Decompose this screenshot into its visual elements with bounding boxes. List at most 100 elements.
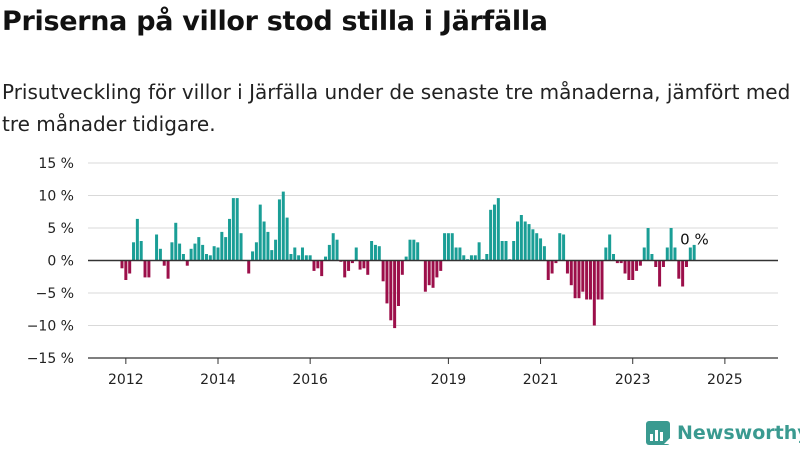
bar	[516, 221, 520, 261]
x-tick-label: 2025	[707, 372, 743, 388]
bar	[124, 260, 128, 280]
bar	[262, 221, 266, 261]
newsworthy-logo-icon	[646, 421, 670, 445]
bar	[181, 254, 185, 261]
bar	[500, 241, 504, 261]
bar	[684, 260, 688, 267]
bar	[358, 260, 362, 270]
bar	[450, 233, 454, 261]
bar	[592, 260, 596, 326]
bar	[335, 239, 339, 261]
bar	[546, 260, 550, 280]
bar	[535, 233, 539, 261]
bar	[285, 217, 289, 261]
bar	[139, 241, 143, 261]
bar	[577, 260, 581, 299]
x-tick-label: 2014	[200, 372, 236, 388]
bar	[312, 260, 316, 271]
bar	[120, 260, 124, 269]
bar	[608, 234, 612, 261]
bar	[212, 246, 216, 261]
bar	[216, 247, 220, 261]
bar	[562, 234, 566, 261]
bar	[277, 199, 281, 261]
bar	[147, 260, 151, 278]
chart-subtitle: Prisutveckling för villor i Järfälla und…	[2, 80, 791, 136]
bar	[347, 260, 351, 271]
bar	[454, 247, 458, 261]
bar	[446, 233, 450, 261]
bar	[170, 242, 174, 261]
bar-chart: 15 %10 %5 %0 %−5 %−10 %−15 % 2012 2014 201…	[27, 156, 778, 388]
bar	[588, 260, 592, 300]
bar	[404, 256, 408, 261]
bar	[581, 260, 585, 292]
bar	[677, 260, 681, 279]
bar	[642, 247, 646, 261]
bar	[539, 238, 543, 261]
bar	[443, 233, 447, 261]
bar	[531, 229, 535, 261]
bar	[393, 260, 397, 329]
bar	[377, 246, 381, 261]
bar	[485, 254, 489, 261]
bar	[343, 260, 347, 278]
bar	[554, 260, 558, 264]
bar	[166, 260, 170, 279]
bar	[320, 260, 324, 277]
bar	[239, 233, 243, 261]
bar	[155, 234, 159, 261]
bar	[197, 237, 201, 261]
y-tick-label: −15 %	[27, 351, 74, 367]
bar	[316, 260, 320, 269]
bar	[431, 260, 435, 288]
bar	[631, 260, 635, 280]
bar	[158, 248, 162, 261]
x-tick-label: 2012	[108, 372, 144, 388]
bar	[423, 260, 427, 292]
bar	[635, 260, 639, 271]
bar	[201, 244, 205, 261]
x-axis-ticks: 2012 2014 2016 2019 2021 2023 2025	[108, 358, 743, 388]
bar	[228, 218, 232, 261]
y-axis-ticks: 15 % 10 % 5 % 0 % −5 % −10 % −15 %	[27, 156, 74, 367]
bar	[692, 244, 696, 261]
bar	[251, 251, 255, 261]
bar	[289, 254, 293, 261]
bar	[596, 260, 600, 300]
bar	[324, 256, 328, 261]
bar	[204, 254, 208, 261]
bar	[573, 260, 577, 299]
bar	[669, 228, 673, 261]
bar	[435, 260, 439, 278]
bar	[527, 224, 531, 261]
bar	[619, 260, 623, 264]
bar	[612, 254, 616, 261]
bar	[366, 260, 370, 275]
bar	[665, 247, 669, 261]
bar	[247, 260, 251, 274]
bar	[373, 244, 377, 261]
bar	[585, 260, 589, 300]
bar	[469, 255, 473, 261]
bar	[385, 260, 389, 304]
bar	[189, 248, 193, 261]
bar	[600, 260, 604, 300]
bar	[132, 242, 136, 261]
bar	[297, 255, 301, 261]
bar	[135, 218, 139, 261]
bar	[396, 260, 400, 306]
bar	[458, 247, 462, 261]
bar	[370, 241, 374, 261]
chart-title: Priserna på villor stod stilla i Järfäll…	[2, 6, 548, 37]
gridlines	[88, 162, 778, 326]
bar	[492, 204, 496, 261]
bar	[308, 255, 312, 261]
bar	[512, 241, 516, 261]
bar	[650, 254, 654, 261]
bar	[362, 260, 366, 269]
bar	[266, 231, 270, 261]
y-tick-label: 15 %	[38, 156, 74, 172]
bar	[381, 260, 385, 282]
bar	[681, 260, 685, 287]
